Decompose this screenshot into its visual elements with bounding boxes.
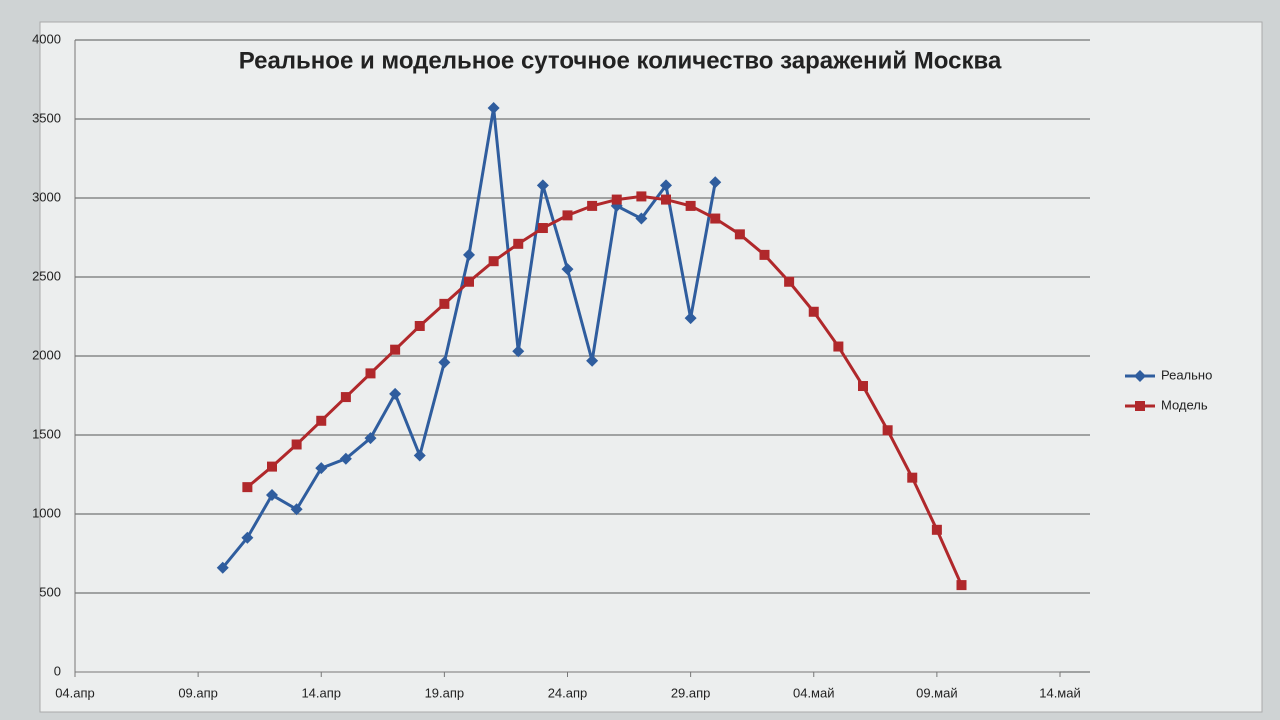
data-point [833,341,844,352]
data-point [365,368,376,379]
data-point [242,482,253,493]
legend-marker [1134,370,1146,382]
x-tick-label: 09.апр [178,685,218,700]
data-point [808,306,819,317]
data-point [340,392,351,403]
legend-label: Модель [1161,397,1208,412]
data-point [661,194,671,205]
x-tick-label: 24.апр [548,685,588,700]
data-point [463,248,475,261]
data-point [364,432,377,445]
data-point [267,461,277,472]
data-point [464,276,474,287]
y-tick-label: 1000 [32,505,61,520]
x-tick-label: 19.апр [425,685,465,700]
y-tick-label: 4000 [32,31,61,46]
data-point [339,452,352,465]
data-point [684,312,697,325]
data-point [389,387,402,400]
data-point [487,101,500,114]
data-point [956,580,967,591]
data-point [216,561,229,574]
y-tick-label: 0 [54,663,61,678]
y-tick-label: 1500 [32,426,61,441]
data-point [315,462,328,475]
data-point [439,298,450,309]
y-tick-label: 2000 [32,347,61,362]
data-point [390,344,401,355]
data-point [784,276,795,287]
data-point [513,238,524,249]
data-point [882,425,893,436]
x-tick-label: 29.апр [671,685,711,700]
data-point [316,415,327,426]
y-tick-label: 3500 [32,110,61,125]
data-point [290,503,303,516]
data-point [586,354,599,367]
chart-area [39,21,1263,713]
data-point [241,531,254,544]
data-point [561,263,574,276]
y-tick-label: 3000 [32,189,61,204]
data-point [931,524,942,535]
chart-title: Реальное и модельное суточное количество… [239,47,1002,74]
data-point [291,439,302,450]
data-point [858,381,868,392]
x-tick-label: 14.май [1039,685,1081,700]
legend-marker [1135,401,1145,411]
data-point [512,345,525,358]
data-point [438,356,451,369]
data-point [266,489,278,502]
data-point [536,179,549,192]
y-tick-label: 2500 [32,268,61,283]
y-tick-label: 500 [39,584,61,599]
data-point [734,229,745,240]
data-point [611,194,622,205]
data-point [488,256,499,267]
x-tick-label: 04.май [793,685,835,700]
data-point [587,200,598,211]
x-tick-label: 09.май [916,685,958,700]
x-tick-label: 04.апр [55,685,95,700]
data-point [562,210,573,221]
data-point [660,179,672,192]
data-point [635,212,648,225]
data-point [710,213,721,224]
data-point [414,320,425,331]
data-point [636,191,647,202]
data-point [413,449,426,462]
data-point [759,249,770,260]
data-point [537,223,548,234]
x-tick-label: 14.апр [301,685,341,700]
data-point [709,176,722,189]
data-point [685,200,696,211]
data-point [907,472,918,483]
legend-label: Реально [1161,367,1212,382]
